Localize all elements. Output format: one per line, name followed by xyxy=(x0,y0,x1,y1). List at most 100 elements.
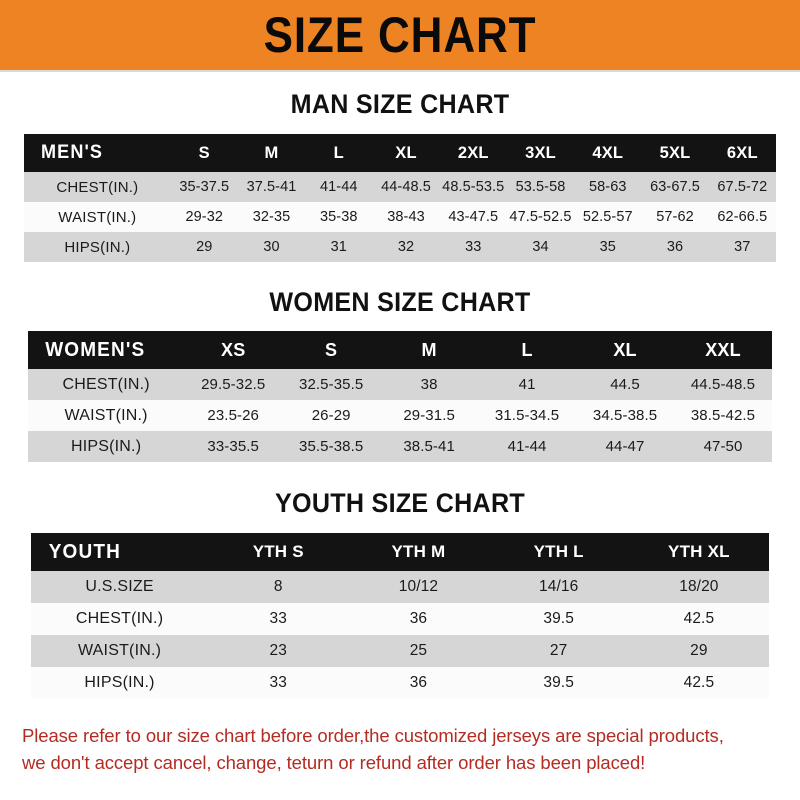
youth-table-body: U.S.SIZE 8 10/12 14/16 18/20 CHEST(IN.) 33 36 39… xyxy=(31,571,769,699)
man-cell: 29-32 xyxy=(185,209,224,225)
women-table-body: CHEST(IN.) 29.5-32.5 32.5-35.5 38 41 44.5 44.5… xyxy=(28,369,772,462)
women-cell: 41-44 xyxy=(507,438,547,455)
man-size-header-2: M xyxy=(264,143,279,162)
man-cell: 53.5-58 xyxy=(515,179,566,195)
disclaimer-line-2: we don't accept cancel, change, teturn o… xyxy=(22,751,646,773)
youth-row-label: HIPS(IN.) xyxy=(84,674,155,691)
youth-cell: 27 xyxy=(549,642,568,659)
women-header-row: WOMEN'S XS S M L XL XXL xyxy=(28,331,772,369)
man-cell: 35-37.5 xyxy=(179,179,230,195)
man-table-row: CHEST(IN.) 35-37.5 37.5-41 41-44 44-48.5 48.5… xyxy=(24,172,776,202)
man-cell: 44-48.5 xyxy=(381,179,431,195)
women-size-header-6: XXL xyxy=(705,339,741,360)
youth-header-row: YOUTH YTH S YTH M YTH L YTH XL xyxy=(31,533,769,571)
man-cell: 62-66.5 xyxy=(717,209,768,225)
youth-table-row: U.S.SIZE 8 10/12 14/16 18/20 xyxy=(31,571,769,603)
man-size-header-3: L xyxy=(333,143,344,162)
women-cell: 31.5-34.5 xyxy=(494,407,560,424)
header-banner: SIZE CHART xyxy=(0,0,800,72)
youth-cell: 42.5 xyxy=(683,610,715,627)
youth-table-wrap: YOUTH YTH S YTH M YTH L YTH XL U.S.SIZE 8 10/… xyxy=(0,519,800,699)
man-table-row: HIPS(IN.) 29 30 31 32 33 34 35 36 37 xyxy=(24,232,776,262)
youth-size-header-4: YTH XL xyxy=(668,542,730,561)
man-cell: 32-35 xyxy=(252,209,291,225)
women-size-header-1: XS xyxy=(221,339,246,360)
man-cell: 31 xyxy=(330,239,347,255)
youth-section-title: YOUTH SIZE CHART xyxy=(275,488,525,518)
women-cell: 41 xyxy=(518,376,536,393)
youth-size-header-2: YTH M xyxy=(391,542,446,561)
man-cell: 41-44 xyxy=(319,179,358,195)
youth-table-row: HIPS(IN.) 33 36 39.5 42.5 xyxy=(31,667,769,699)
man-section-title: MAN SIZE CHART xyxy=(290,89,510,119)
youth-table-row: CHEST(IN.) 33 36 39.5 42.5 xyxy=(31,603,769,635)
youth-row-label: CHEST(IN.) xyxy=(75,610,164,627)
man-table-row: WAIST(IN.) 29-32 32-35 35-38 38-43 43-47.5 47.… xyxy=(24,202,776,232)
women-table-row: WAIST(IN.) 23.5-26 26-29 29-31.5 31.5-34.5 34… xyxy=(28,400,772,431)
youth-cell: 8 xyxy=(273,578,283,595)
man-cell: 30 xyxy=(263,239,280,255)
man-cell: 33 xyxy=(465,239,482,255)
youth-cell: 14/16 xyxy=(539,578,579,595)
man-size-header-4: XL xyxy=(395,143,417,162)
man-cell: 29 xyxy=(196,239,213,255)
women-cell: 44.5-48.5 xyxy=(690,376,756,393)
youth-cell: 23 xyxy=(269,642,287,659)
man-cell: 67.5-72 xyxy=(717,179,768,195)
youth-cell: 36 xyxy=(409,674,428,691)
man-cell: 52.5-57 xyxy=(582,209,633,225)
women-cell: 26-29 xyxy=(311,407,351,424)
man-cell: 36 xyxy=(666,239,684,255)
man-table-body: CHEST(IN.) 35-37.5 37.5-41 41-44 44-48.5 48.5… xyxy=(24,172,776,262)
women-cell: 38.5-41 xyxy=(403,438,455,455)
man-row-label: WAIST(IN.) xyxy=(58,208,137,226)
youth-size-header-3: YTH L xyxy=(533,542,584,561)
women-size-header-5: XL xyxy=(613,339,637,360)
man-cell: 37 xyxy=(734,239,751,255)
women-cell: 33-35.5 xyxy=(207,438,259,455)
man-size-header-7: 4XL xyxy=(592,143,624,162)
youth-table-head: YOUTH YTH S YTH M YTH L YTH XL xyxy=(31,533,769,571)
man-cell: 58-63 xyxy=(588,179,627,195)
women-table-row: CHEST(IN.) 29.5-32.5 32.5-35.5 38 41 44.5 44.5… xyxy=(28,369,772,400)
women-cell: 29.5-32.5 xyxy=(201,376,266,393)
women-corner-label: WOMEN'S xyxy=(45,338,146,361)
women-cell: 47-50 xyxy=(703,438,743,455)
man-cell: 57-62 xyxy=(656,209,694,225)
youth-cell: 29 xyxy=(690,642,708,659)
women-cell: 23.5-26 xyxy=(207,407,259,424)
youth-cell: 10/12 xyxy=(398,578,439,595)
banner-title: SIZE CHART xyxy=(263,7,537,63)
man-cell: 43-47.5 xyxy=(448,209,499,225)
man-header-row: MEN'S S M L XL 2XL 3XL 4XL 5XL 6XL xyxy=(24,134,776,172)
youth-size-header-1: YTH S xyxy=(252,542,304,561)
youth-row-label: U.S.SIZE xyxy=(85,578,154,595)
women-cell: 29-31.5 xyxy=(403,407,455,424)
women-cell: 32.5-35.5 xyxy=(299,376,364,393)
man-size-header-8: 5XL xyxy=(659,143,691,162)
youth-corner-label: YOUTH xyxy=(48,540,121,563)
man-cell: 38-43 xyxy=(387,209,425,225)
man-size-header-6: 3XL xyxy=(525,143,556,162)
man-cell: 37.5-41 xyxy=(246,179,297,195)
youth-size-table: YOUTH YTH S YTH M YTH L YTH XL U.S.SIZE 8 10/… xyxy=(31,533,769,699)
man-cell: 63-67.5 xyxy=(650,179,700,195)
youth-cell: 18/20 xyxy=(679,578,719,595)
youth-cell: 36 xyxy=(409,610,428,627)
man-cell: 32 xyxy=(397,239,415,255)
women-cell: 38.5-42.5 xyxy=(690,407,756,424)
man-size-table: MEN'S S M L XL 2XL 3XL 4XL 5XL 6XL CHEST(IN.) 35-… xyxy=(24,134,776,262)
youth-cell: 33 xyxy=(269,610,287,627)
disclaimer-line-1: Please refer to our size chart before or… xyxy=(22,725,724,746)
youth-cell: 33 xyxy=(269,674,287,691)
women-cell: 34.5-38.5 xyxy=(592,407,658,424)
women-table-row: HIPS(IN.) 33-35.5 35.5-38.5 38.5-41 41-44 44-… xyxy=(28,431,772,462)
women-cell: 35.5-38.5 xyxy=(299,438,364,455)
women-size-header-2: S xyxy=(325,339,338,360)
youth-cell: 25 xyxy=(409,642,428,659)
man-cell: 48.5-53.5 xyxy=(442,179,505,195)
youth-cell: 39.5 xyxy=(543,610,574,627)
women-table-head: WOMEN'S XS S M L XL XXL xyxy=(28,331,772,369)
women-table-wrap: WOMEN'S XS S M L XL XXL CHEST(IN.) 29.5-32.5 32… xyxy=(0,318,800,462)
